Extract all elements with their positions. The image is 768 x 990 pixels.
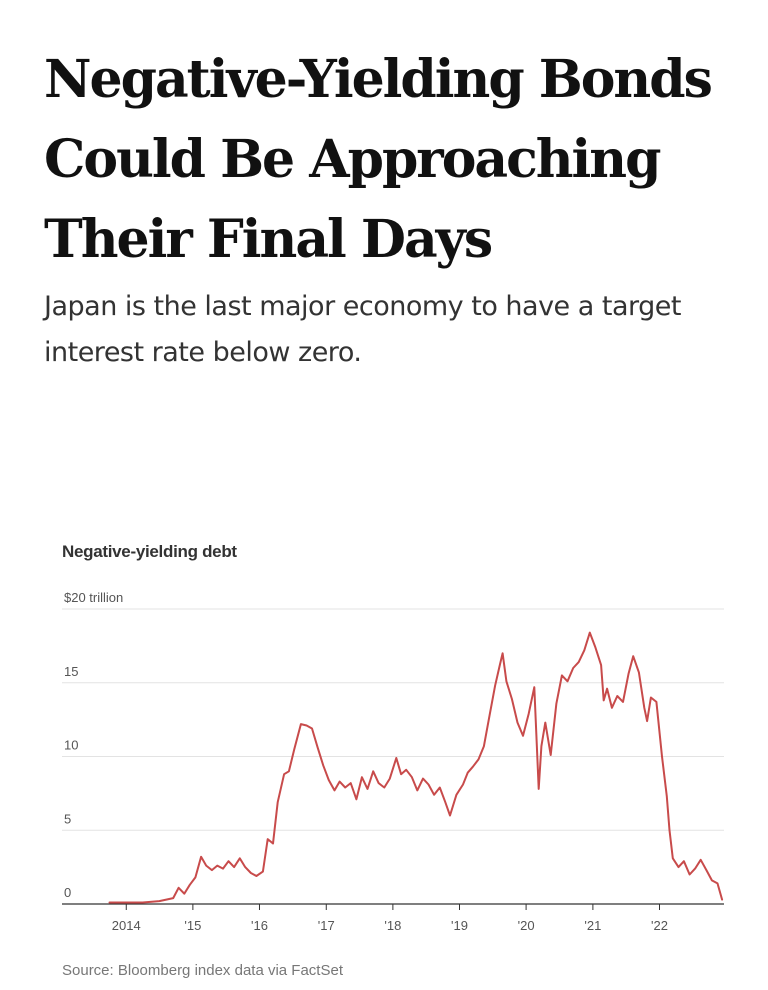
- x-tick-label: '20: [518, 918, 535, 933]
- y-axis-ticks: $20 trillion 15 10 5 0: [64, 590, 123, 900]
- x-tick-label: '16: [251, 918, 268, 933]
- source-note: Source: Bloomberg index data via FactSet: [62, 962, 343, 979]
- series-line: [108, 631, 724, 904]
- y-tick-label: 10: [64, 738, 78, 753]
- dek: Japan is the last major economy to have …: [44, 284, 744, 376]
- headline: Negative-Yielding Bonds Could Be Approac…: [44, 40, 744, 280]
- x-tick-label: 2014: [112, 918, 141, 933]
- y-tick-label: $20 trillion: [64, 590, 123, 605]
- y-tick-label: 5: [64, 811, 71, 826]
- x-tick-label: '18: [384, 918, 401, 933]
- x-tick-label: '21: [584, 918, 601, 933]
- headline-line-1: Negative-Yielding Bonds: [44, 49, 713, 110]
- x-tick-label: '19: [451, 918, 468, 933]
- x-tick-label: '22: [651, 918, 668, 933]
- grid-lines: [62, 608, 724, 905]
- line-chart: $20 trillion 15 10 5 0 2014 '15 '16 '17 '18 '19 '2…: [62, 590, 724, 933]
- dek-line-2: interest rate below zero.: [44, 337, 362, 368]
- headline-line-3: Their Final Days: [44, 209, 493, 270]
- y-tick-label: 0: [64, 885, 71, 900]
- dek-line-1: Japan is the last major economy to have …: [44, 291, 681, 322]
- series-layer: [108, 631, 724, 904]
- chart-title: Negative-yielding debt: [62, 542, 237, 561]
- y-tick-label: 15: [64, 664, 78, 679]
- x-tick-label: '15: [184, 918, 201, 933]
- headline-line-2: Could Be Approaching: [44, 129, 661, 190]
- x-axis-ticks: 2014 '15 '16 '17 '18 '19 '20 '21 '22: [112, 904, 668, 933]
- x-tick-label: '17: [318, 918, 335, 933]
